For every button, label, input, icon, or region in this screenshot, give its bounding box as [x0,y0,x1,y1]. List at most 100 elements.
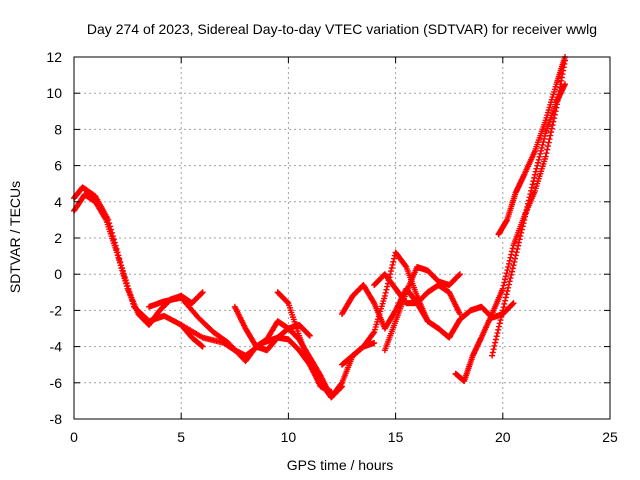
x-tick-label: 10 [281,429,297,445]
data-point [402,262,409,269]
data-point [107,223,114,230]
data-point [535,156,542,163]
data-point [505,284,512,291]
data-point [525,200,532,207]
data-point [499,285,506,292]
data-point [515,242,522,249]
data-point [508,248,515,255]
y-tick-label: 0 [54,266,62,282]
data-point [117,258,124,265]
data-point [502,273,509,280]
data-point [501,279,508,286]
data-point [109,233,116,240]
data-point [389,261,396,268]
data-point [540,138,547,145]
data-point [517,233,524,240]
data-point [370,330,377,337]
data-point [491,342,498,349]
data-point [492,336,499,343]
data-point [381,292,388,299]
data-point [125,285,132,292]
data-point [525,197,532,204]
data-point [508,268,515,275]
data-point [122,277,129,284]
data-point [533,165,540,172]
data-point [501,300,508,307]
data-point [105,216,112,223]
data-point [541,132,548,139]
data-point [284,299,291,306]
data-point [199,343,206,350]
data-point [538,144,545,151]
data-point [489,349,496,356]
data-point [528,184,535,191]
data-point [504,288,511,295]
data-point [532,168,539,175]
data-point [120,268,127,275]
data-point [542,153,549,160]
data-point [493,333,500,340]
data-point [499,307,506,314]
data-point [424,318,431,325]
y-tick-label: -6 [50,375,63,391]
data-point [506,257,513,264]
data-point [513,249,520,256]
data-point [382,289,389,296]
y-tick-label: 2 [54,230,62,246]
data-point [124,282,131,289]
data-point [390,258,397,265]
chart-title: Day 274 of 2023, Sidereal Day-to-day VTE… [87,21,597,37]
data-point [502,294,509,301]
data-point [524,203,531,210]
data-point [526,194,533,201]
data-point [500,282,507,289]
data-point [114,249,121,256]
data-point [507,275,514,282]
data-point [547,132,554,139]
data-point [531,171,538,178]
x-tick-label: 20 [495,429,511,445]
data-point [503,270,510,277]
data-point [528,187,535,194]
data-point [198,290,205,297]
y-tick-label: -4 [50,339,63,355]
data-point [383,286,390,293]
data-point [539,141,546,148]
data-point [531,174,538,181]
data-point [502,276,509,283]
y-tick-label: 10 [46,85,62,101]
data-point [371,339,378,346]
y-tick-label: 12 [46,49,62,65]
data-point [502,297,509,304]
data-point [522,213,529,220]
data-point [516,236,523,243]
data-point [543,150,550,157]
y-tick-label: 6 [54,158,62,174]
x-tick-label: 5 [177,429,185,445]
data-point [514,245,521,252]
y-tick-label: -8 [50,411,63,427]
data-point [512,252,519,259]
data-point [456,271,463,278]
data-point [306,331,313,338]
data-point [387,271,394,278]
data-point [384,283,391,290]
data-point [508,271,515,278]
y-axis-ticks: -8 -6 -4 -2 0 2 4 6 8 10 12 [46,49,610,427]
data-point [530,178,537,185]
data-point [515,239,522,246]
data-point [116,255,123,262]
data-point [541,135,548,142]
data-point [495,326,502,333]
data-point [119,265,126,272]
data-point [489,352,496,359]
data-point [128,294,135,301]
data-point [521,216,528,223]
data-point [456,271,463,278]
data-point [456,311,463,318]
data-point [508,251,515,258]
data-point [500,304,507,311]
data-point [504,267,511,274]
data-point [510,262,517,269]
data-point [548,129,555,136]
